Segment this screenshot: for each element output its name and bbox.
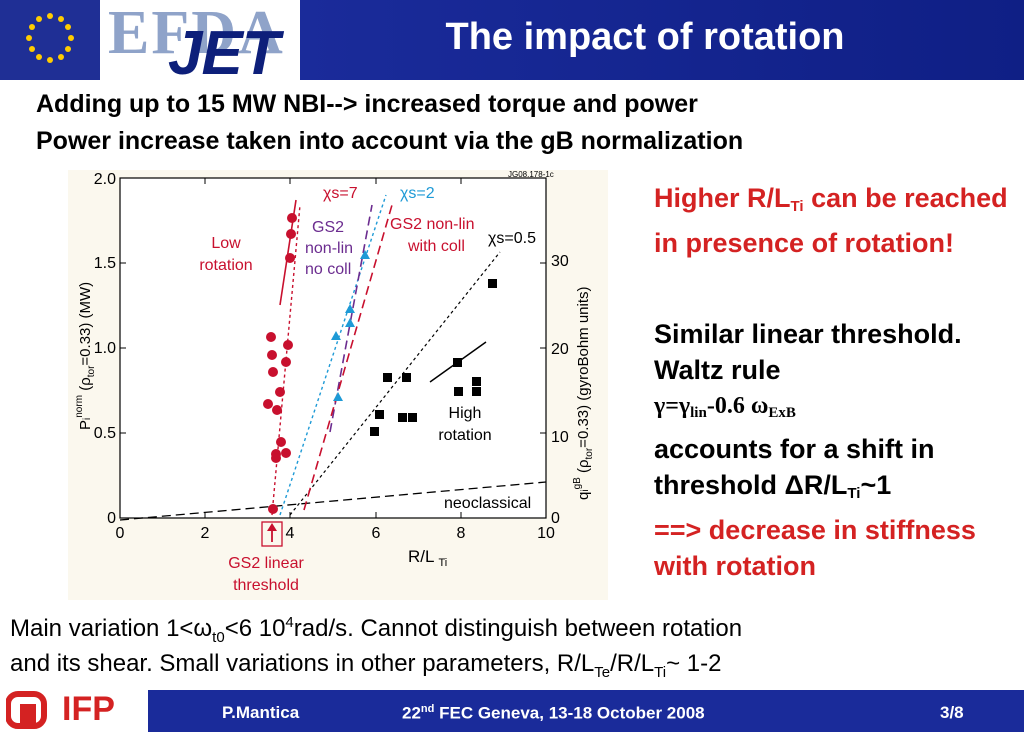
- low-rotation-label-1: Low: [211, 235, 241, 252]
- right-tick-20: 20: [551, 341, 569, 358]
- gs2-linear-label-1: GS2 linear: [228, 555, 304, 572]
- chi-7-label: χs=7: [323, 185, 358, 202]
- threshold-plot: JG08.178-1c 0 0.5 1.0 1.5 2.0 0 10 20 30…: [74, 170, 595, 594]
- chi-05-line: [289, 251, 501, 516]
- subtitle-line-1: Adding up to 15 MW NBI--> increased torq…: [36, 90, 698, 118]
- footer-conference: 22nd FEC Geneva, 13-18 October 2008: [402, 703, 705, 723]
- neoclassical-label: neoclassical: [444, 495, 531, 512]
- right-axis-title: qigB (ρtor=0.33) (gyroBohm units): [572, 286, 595, 500]
- gs2-nocoll-label-3: no coll: [305, 261, 351, 278]
- x-tick-4: 4: [286, 525, 295, 542]
- left-tick-20: 2.0: [94, 171, 116, 188]
- bottom-line-1: Main variation 1<ωt0<6 104rad/s. Cannot …: [10, 614, 743, 646]
- left-axis-ticks: 0 0.5 1.0 1.5 2.0: [94, 171, 116, 527]
- chi-05-label: χs=0.5: [488, 230, 536, 247]
- left-tick-10: 1.0: [94, 340, 116, 357]
- waltz-formula: γ=γlin-0.6 ωExB: [654, 393, 796, 421]
- gs2-nocoll-points: [331, 250, 370, 401]
- gs2-coll-label-2: with coll: [407, 238, 465, 255]
- stiffness-text: ==> decrease in stiffness with rotation: [654, 515, 976, 581]
- right-tick-0: 0: [551, 510, 560, 527]
- footer-band: [148, 690, 1024, 732]
- x-tick-0: 0: [116, 525, 125, 542]
- gs2-nocoll-label-1: GS2: [312, 219, 344, 236]
- linear-threshold-text: Similar linear threshold. Waltz rule γ=γ…: [654, 316, 1014, 584]
- chi-2-line: [279, 194, 387, 516]
- low-rotation-label-2: rotation: [199, 257, 252, 274]
- ifp-logo-icon: [6, 691, 47, 729]
- gs2-linear-label-2: threshold: [233, 577, 299, 594]
- footer-author: P.Mantica: [222, 703, 300, 722]
- gs2-nonlin-nocoll-line: [329, 204, 373, 433]
- right-tick-10: 10: [551, 429, 569, 446]
- eu-stars-icon: [26, 13, 74, 63]
- gs2-coll-label-1: GS2 non-lin: [390, 216, 475, 233]
- bottom-line-2: and its shear. Small variations in other…: [10, 650, 722, 681]
- x-tick-2: 2: [201, 525, 210, 542]
- left-tick-0: 0: [107, 510, 116, 527]
- ifp-logo-text: IFP: [62, 690, 115, 728]
- higher-rlti-text: Higher R/LTi can be reached in presence …: [654, 183, 1008, 258]
- eu-flag-logo: [0, 0, 100, 80]
- linear-threshold-box: [261, 521, 283, 547]
- high-rotation-points: [370, 279, 497, 436]
- x-axis-title: R/L Ti: [408, 547, 447, 569]
- x-tick-10: 10: [537, 525, 555, 542]
- header-band: [0, 0, 1024, 80]
- high-rotation-label-2: rotation: [438, 427, 491, 444]
- footer-page-number: 3/8: [940, 703, 964, 722]
- jet-logo-text: JET: [168, 19, 280, 88]
- high-rotation-label-1: High: [449, 405, 482, 422]
- shift-text: accounts for a shift in threshold ΔR/LTi…: [654, 434, 935, 502]
- figure-id-label: JG08.178-1c: [508, 170, 554, 179]
- header: EFDA JET The impact of rotation: [0, 0, 1024, 88]
- x-tick-8: 8: [457, 525, 466, 542]
- x-tick-6: 6: [372, 525, 381, 542]
- slide-title: The impact of rotation: [445, 16, 845, 58]
- gs2-nocoll-label-2: non-lin: [305, 240, 353, 257]
- neoclassical-line: [119, 481, 547, 521]
- subtitle-line-2: Power increase taken into account via th…: [36, 127, 744, 155]
- x-axis-ticks: 0 2 4 6 8 10: [116, 525, 555, 542]
- efda-logo-text: EFDA: [108, 0, 285, 67]
- left-axis-title: Pinorm (ρtor=0.33) (MW): [74, 282, 97, 430]
- right-axis-ticks: 0 10 20 30: [551, 253, 569, 527]
- left-tick-15: 1.5: [94, 255, 116, 272]
- low-rotation-points: [263, 213, 297, 514]
- left-tick-05: 0.5: [94, 425, 116, 442]
- gs2-nonlin-coll-line: [303, 204, 393, 511]
- figure: JG08.178-1c 0 0.5 1.0 1.5 2.0 0 10 20 30…: [68, 170, 608, 600]
- right-tick-30: 30: [551, 253, 569, 270]
- chi-7-line: [271, 204, 301, 516]
- waltz-rule-text: Similar linear threshold. Waltz rule: [654, 319, 962, 385]
- chi-2-label: χs=2: [400, 185, 435, 202]
